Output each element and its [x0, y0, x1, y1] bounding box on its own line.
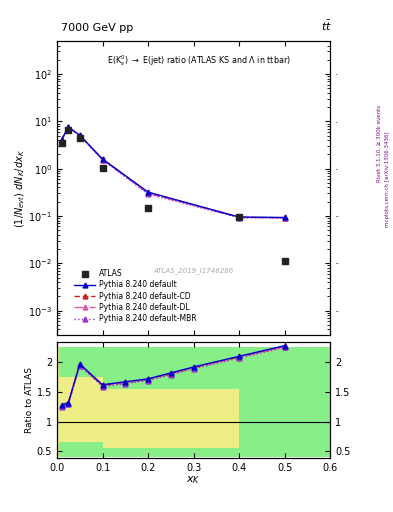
Y-axis label: Ratio to ATLAS: Ratio to ATLAS	[25, 367, 34, 433]
Text: t$\bar{t}$: t$\bar{t}$	[321, 19, 332, 33]
X-axis label: $x_K$: $x_K$	[186, 475, 201, 486]
Text: mcplots.cern.ch [arXiv:1306.3436]: mcplots.cern.ch [arXiv:1306.3436]	[385, 132, 389, 227]
Text: Rivet 3.1.10, ≥ 300k events: Rivet 3.1.10, ≥ 300k events	[377, 105, 382, 182]
Y-axis label: $(1/N_{evt})$ $dN_K/dx_K$: $(1/N_{evt})$ $dN_K/dx_K$	[13, 148, 27, 228]
Text: 7000 GeV pp: 7000 GeV pp	[61, 23, 133, 33]
Legend: ATLAS, Pythia 8.240 default, Pythia 8.240 default-CD, Pythia 8.240 default-DL, P: ATLAS, Pythia 8.240 default, Pythia 8.24…	[72, 267, 199, 326]
Text: ATLAS_2019_I1746286: ATLAS_2019_I1746286	[153, 267, 234, 274]
Text: E(K$^0_s$) $\rightarrow$ E(jet) ratio (ATLAS KS and $\Lambda$ in ttbar): E(K$^0_s$) $\rightarrow$ E(jet) ratio (A…	[107, 53, 291, 68]
